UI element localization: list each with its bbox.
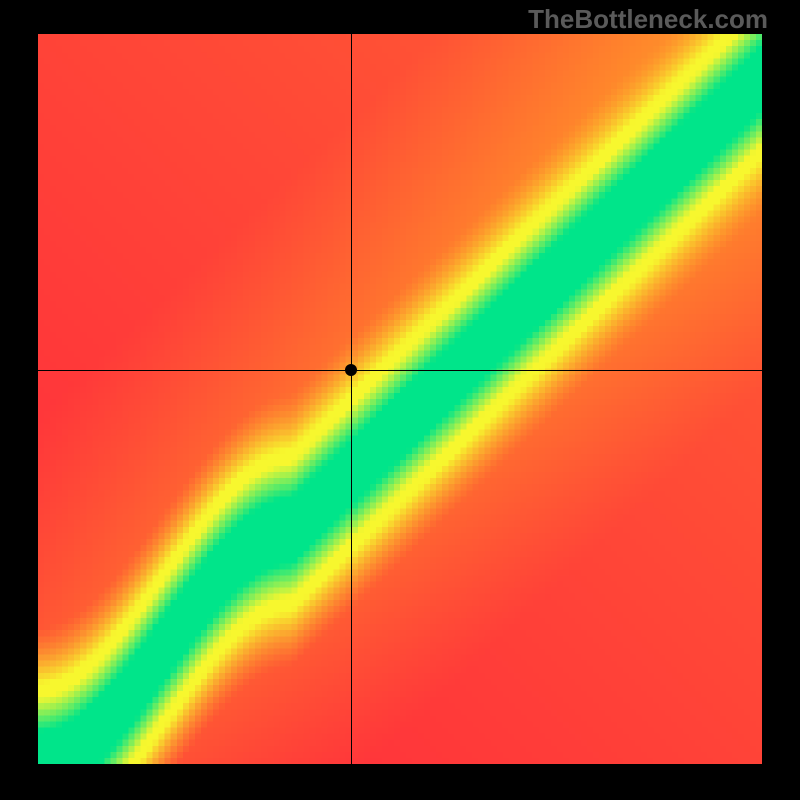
crosshair-horizontal [38, 370, 762, 371]
chart-container: TheBottleneck.com [0, 0, 800, 800]
crosshair-vertical [351, 34, 352, 764]
bottleneck-heatmap [38, 34, 762, 764]
target-marker [345, 364, 357, 376]
watermark-text: TheBottleneck.com [528, 4, 768, 35]
